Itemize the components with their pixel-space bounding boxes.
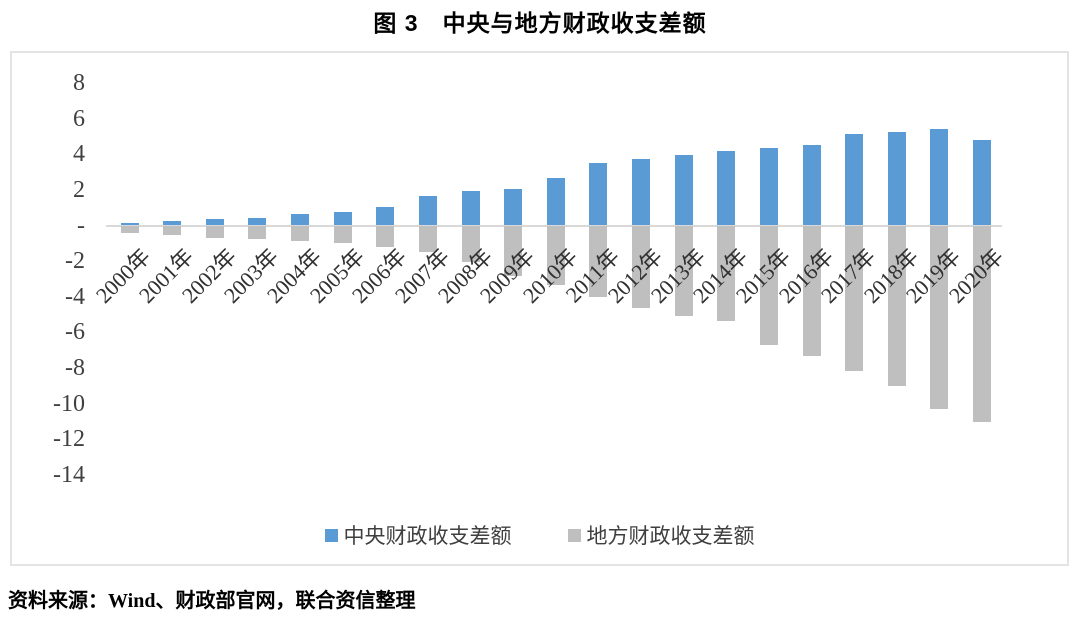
bar-central-2008 — [461, 191, 480, 226]
bar-local-2017 — [845, 225, 864, 372]
bar-central-2003 — [248, 217, 267, 226]
bar-central-2014 — [717, 150, 736, 226]
bar-central-2001 — [163, 220, 182, 226]
bar-local-2002 — [205, 225, 224, 238]
bar-local-2013 — [674, 225, 693, 316]
bar-local-2011 — [589, 225, 608, 298]
bar-central-2016 — [802, 145, 821, 226]
bar-central-2012 — [632, 158, 651, 226]
bar-central-2009 — [504, 188, 523, 226]
bar-central-2005 — [333, 211, 352, 226]
bar-central-2017 — [845, 134, 864, 226]
bar-central-2007 — [418, 196, 437, 226]
legend-item-local: 地方财政收支差额 — [567, 520, 755, 550]
legend-label: 中央财政收支差额 — [343, 524, 512, 548]
bar-local-2003 — [248, 225, 267, 239]
bar-central-2020 — [973, 140, 992, 226]
bar-central-2018 — [887, 131, 906, 226]
y-axis-tick-label: -8 — [65, 355, 85, 382]
legend-swatch-icon — [567, 528, 581, 542]
bar-local-2007 — [418, 225, 437, 252]
y-axis-tick-label: 2 — [73, 176, 85, 203]
bar-local-2000 — [120, 225, 139, 233]
bar-central-2019 — [930, 128, 949, 226]
bar-central-2011 — [589, 163, 608, 226]
y-axis-tick-label: 6 — [73, 105, 85, 132]
legend-item-central: 中央财政收支差额 — [324, 520, 512, 550]
y-axis-tick-label: -6 — [65, 319, 85, 346]
y-axis-tick-label: -2 — [65, 248, 85, 275]
bar-central-2010 — [546, 178, 565, 226]
bar-local-2005 — [333, 225, 352, 244]
bar-local-2016 — [802, 225, 821, 356]
chart-title: 图 3 中央与地方财政收支差额 — [373, 10, 707, 36]
bar-local-2018 — [887, 225, 906, 387]
bar-local-2001 — [163, 225, 182, 235]
bar-central-2002 — [205, 219, 224, 226]
bar-local-2014 — [717, 225, 736, 321]
y-axis-tick-label: 8 — [73, 69, 85, 96]
bar-local-2015 — [759, 225, 778, 346]
y-axis-tick-label: -14 — [53, 461, 85, 488]
bar-local-2006 — [376, 225, 395, 248]
chart-frame: 8 6 4 2- -2 -4 -6 -8 -10 -12 -14 2000年 2001年 2002年 200… — [10, 51, 1069, 566]
source-note: 资料来源：Wind、财政部官网，联合资信整理 — [8, 590, 416, 612]
legend-swatch-icon — [324, 528, 338, 542]
bar-central-2015 — [759, 147, 778, 226]
y-axis-tick-label: - — [77, 212, 85, 239]
y-axis-tick-label: -12 — [53, 426, 85, 453]
bar-local-2019 — [930, 225, 949, 409]
bar-local-2012 — [632, 225, 651, 308]
y-axis-tick-label: -4 — [65, 283, 85, 310]
legend-label: 地方财政收支差额 — [586, 524, 755, 548]
bar-central-2004 — [291, 213, 310, 226]
bar-local-2010 — [546, 225, 565, 285]
bar-local-2009 — [504, 225, 523, 277]
bar-central-2000 — [120, 222, 139, 226]
y-axis-tick-label: 4 — [73, 141, 85, 168]
bar-central-2006 — [376, 206, 395, 226]
bar-local-2008 — [461, 225, 480, 263]
bar-local-2004 — [291, 225, 310, 241]
bar-local-2020 — [973, 225, 992, 423]
chart-legend: 中央财政收支差额 地方财政收支差额 — [12, 520, 1067, 550]
bar-central-2013 — [674, 154, 693, 226]
y-axis-tick-label: -10 — [53, 390, 85, 417]
